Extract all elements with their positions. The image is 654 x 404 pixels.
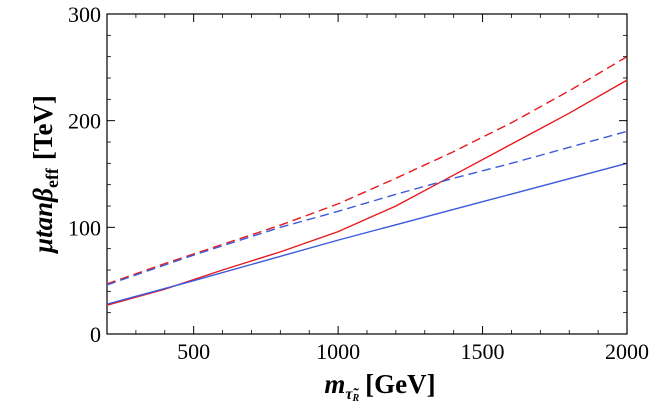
x-tick-label: 500 [177,339,210,364]
x-axis-label-subsub: R [351,393,359,404]
x-tick-label: 1000 [316,339,360,364]
series-line-blue-solid [106,162,628,305]
y-tick-label: 0 [90,322,101,347]
y-tick-label: 200 [68,109,101,134]
x-axis-label-main: m [324,369,345,399]
y-axis-label-unit: [TeV] [28,95,58,160]
series-line-blue-dashed [106,130,628,286]
y-axis-label-main: μtanβ [28,188,58,255]
y-axis-label-sub: eff [42,167,62,188]
plot-frame [106,13,628,335]
tick-layer: 500 1000 1500 2000 0 100 200 300 [68,2,649,364]
series-line-red-dashed [106,56,628,285]
x-axis-label-unit: [GeV] [365,369,435,399]
x-axis-label: mτ̃R [GeV] [324,369,435,404]
x-tick-label: 2000 [605,339,649,364]
series-line-red-solid [106,79,628,306]
y-tick-label: 300 [68,2,101,27]
series-layer [106,56,628,306]
x-tick-label: 1500 [461,339,505,364]
y-tick-label: 100 [68,215,101,240]
y-axis-label: μtanβeff [TeV] [28,95,62,255]
